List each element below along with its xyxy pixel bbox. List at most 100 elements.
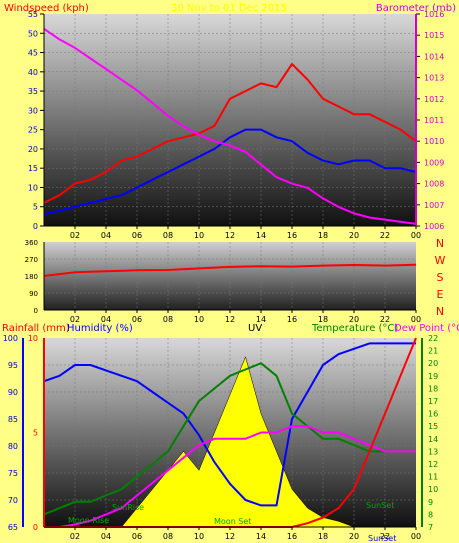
humidity-y-tick-label: 100 [3,334,18,343]
rain-x-tick-label: 18 [318,532,328,541]
wind-y-tick-label: 35 [28,87,38,96]
rain-x-tick-label: 08 [163,532,173,541]
wind-y-tick-label: 15 [28,164,38,173]
wind-y-tick-label: 20 [28,145,38,154]
wind-title: Windspeed (kph) [4,3,89,14]
wind-x-tick-label: 14 [256,231,266,240]
rain-y-tick-label: 5 [33,429,38,438]
rain-x-tick-label: 20 [349,532,359,541]
wind-x-tick-label: 16 [287,231,297,240]
direction-x-tick-label: 14 [256,315,266,324]
date-range-title: 30 Nov to 01 Dec 2015 [171,3,287,14]
temp-y-tick-label: 12 [428,460,438,469]
compass-letter: N [436,237,444,250]
temp-y-tick-label: 18 [428,384,438,393]
compass-letter: N [436,305,444,318]
wind-y-tick-label: 55 [28,10,38,19]
direction-x-tick-label: 08 [163,315,173,324]
temp-y-tick-label: 7 [428,523,433,532]
humidity-y-tick-label: 75 [8,469,18,478]
wind-baro-panel: Windspeed (kph) 30 Nov to 01 Dec 2015 Ba… [4,3,456,240]
compass-letter: E [437,288,444,301]
sun-set-label: SunSet [366,501,394,510]
rain-y-tick-label: 10 [28,334,38,343]
direction-x-tick-label: 18 [318,315,328,324]
wind-x-tick-label: 00 [411,231,421,240]
direction-y-tick-label: 360 [25,239,38,247]
temp-y-tick-label: 16 [428,410,438,419]
direction-series-0 [43,263,417,277]
wind-x-tick-label: 18 [318,231,328,240]
direction-x-tick-label: 22 [380,315,390,324]
temp-y-tick-label: 13 [428,447,438,456]
rain-x-tick-label: 10 [194,532,204,541]
direction-x-tick-label: 16 [287,315,297,324]
baro-y-tick-label: 1009 [424,158,444,167]
temp-y-tick-label: 10 [428,485,438,494]
astro-annotations: Moon Rise SunRise Moon Set SunSet SunSet [68,501,396,543]
direction-x-tick-label: 10 [194,315,204,324]
rain-series-2 [44,425,416,528]
rain-series-1 [43,362,416,516]
direction-x-tick-label: 06 [132,315,142,324]
temp-y-tick-label: 14 [428,435,438,444]
wind-y-tick-label: 50 [28,29,38,38]
temp-y-tick-label: 11 [428,473,438,482]
moon-set-label: Moon Set [214,517,251,526]
temp-y-tick-label: 20 [428,359,438,368]
baro-title: Barometer (mb) [376,3,456,14]
wind-y-tick-label: 40 [28,68,38,77]
rain-x-tick-label: 06 [132,532,142,541]
baro-y-tick-label: 1015 [424,31,444,40]
direction-y-tick-label: 90 [29,290,38,298]
temp-y-tick-label: 8 [428,510,433,519]
humidity-y-tick-label: 85 [8,415,18,424]
direction-x-tick-label: 12 [225,315,235,324]
wind-y-tick-label: 10 [28,183,38,192]
wind-y-tick-label: 30 [28,106,38,115]
rain-x-tick-label: 00 [411,532,421,541]
direction-y-tick-label: 270 [25,256,38,264]
temp-y-tick-label: 21 [428,347,438,356]
wind-x-tick-label: 20 [349,231,359,240]
rain-x-tick-label: 22 [380,532,390,541]
rain-humidity-temp-panel: Rainfall (mm) Humidity (%) UV Temperatur… [2,323,459,543]
direction-y-tick-label: 180 [25,273,38,281]
wind-x-tick-label: 02 [70,231,80,240]
moon-rise-label: Moon Rise [68,516,109,525]
wind-x-tick-label: 12 [225,231,235,240]
rain-x-tick-label: 04 [101,532,111,541]
dewpoint-title: Dew Point (°C) [394,323,459,334]
humidity-y-tick-label: 70 [8,496,18,505]
baro-y-tick-label: 1013 [424,74,444,83]
baro-y-tick-label: 1016 [424,10,444,19]
wind-series-1 [43,128,417,216]
direction-x-tick-label: 20 [349,315,359,324]
uv-title: UV [248,323,262,334]
temperature-title: Temperature (°C) [311,323,398,334]
humidity-y-tick-label: 80 [8,442,18,451]
rain-series-0 [43,342,416,507]
baro-y-tick-label: 1012 [424,95,444,104]
baro-y-tick-label: 1006 [424,222,444,231]
wind-y-tick-label: 45 [28,49,38,58]
rain-x-tick-label: 16 [287,532,297,541]
rain-x-tick-label: 12 [225,532,235,541]
direction-x-tick-label: 00 [411,315,421,324]
wind-x-tick-label: 08 [163,231,173,240]
direction-x-tick-label: 04 [101,315,111,324]
humidity-y-tick-label: 65 [8,523,18,532]
temp-y-tick-label: 17 [428,397,438,406]
direction-x-tick-label: 02 [70,315,80,324]
rain-x-tick-label: 14 [256,532,266,541]
humidity-y-tick-label: 95 [8,361,18,370]
baro-y-tick-label: 1014 [424,52,444,61]
wind-series-2 [43,27,417,225]
wind-series-0 [43,63,417,204]
wind-x-tick-label: 22 [380,231,390,240]
wind-x-tick-label: 04 [101,231,111,240]
humidity-y-tick-label: 90 [8,388,18,397]
baro-y-tick-label: 1008 [424,180,444,189]
baro-y-tick-label: 1010 [424,137,444,146]
